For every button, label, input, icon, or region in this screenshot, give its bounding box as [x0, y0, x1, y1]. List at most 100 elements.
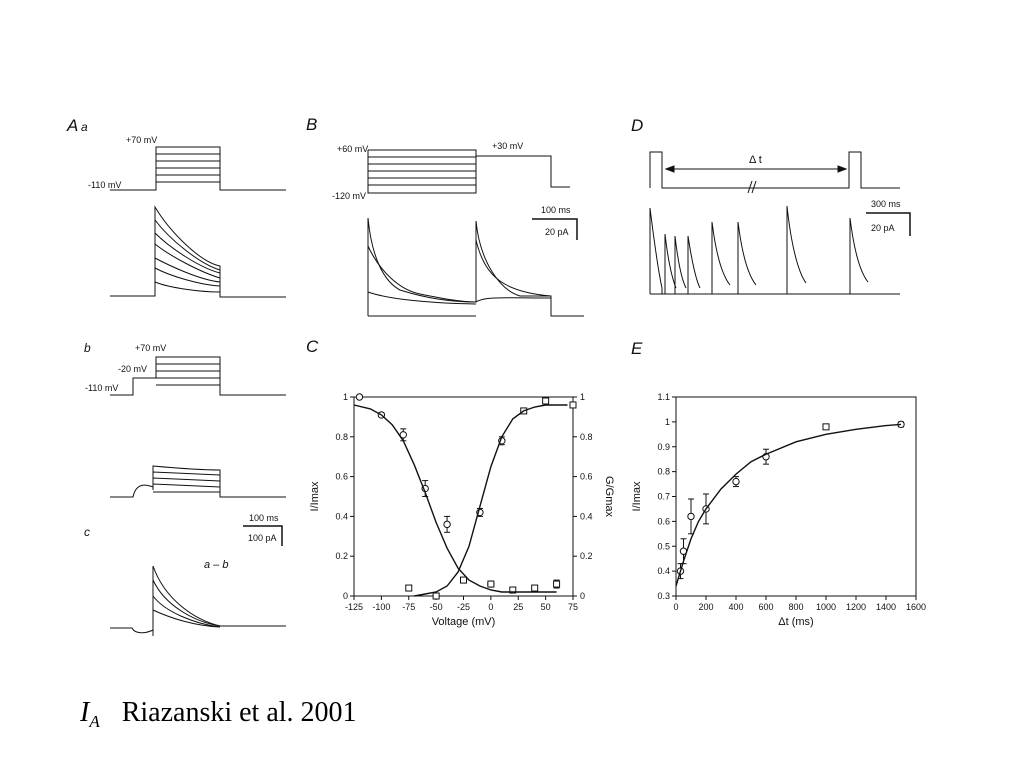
data-point-square [405, 584, 413, 592]
y2-tick-label: 1 [580, 392, 585, 402]
fit-curve-fit [675, 423, 902, 587]
y2-tick-label: 0 [580, 591, 585, 601]
x-axis-label: Voltage (mV) [432, 616, 496, 628]
chart-C: -125 -100 -75 -50 -25 0 25 50 7500.20.40.60.8100… [309, 392, 615, 628]
D-interval-label: Δ t [749, 154, 762, 166]
Ab-voltage-top: +70 mV [135, 343, 166, 353]
x-tick-label: 800 [788, 602, 803, 612]
caption-subscript: A [89, 712, 100, 731]
plot-frame [353, 396, 574, 597]
data-point-circle [443, 520, 451, 529]
x-tick-label: 1400 [876, 602, 896, 612]
panel-B-label: B [306, 115, 317, 134]
panel-Aa-sub: a [81, 120, 88, 134]
data-point-circle [399, 431, 407, 439]
panel-C: C -125 -100 -75 -50 -25 0 25 50 7500.20.40.60.81… [306, 337, 615, 628]
B-current-traces [367, 217, 584, 317]
D-current-traces [649, 205, 900, 295]
y2-tick-label: 0.4 [580, 511, 593, 521]
y2-axis-label: G/Gmax [603, 476, 615, 517]
Ab-scale-bar [243, 525, 283, 546]
caption-symbol: I [80, 697, 90, 728]
data-point-square [822, 423, 830, 431]
panel-Ac: c a – b [84, 525, 286, 636]
Ac-current-traces [110, 565, 286, 636]
y-tick-label: 0.2 [335, 551, 348, 561]
x-tick-label: 600 [758, 602, 773, 612]
data-point-square [553, 580, 561, 588]
D-interval-arrow [664, 165, 848, 194]
panel-Ab-label: b [84, 341, 91, 355]
x-tick-label: -100 [372, 602, 390, 612]
data-point-square [531, 584, 539, 592]
y-tick-label: 1 [343, 392, 348, 402]
Aa-voltage-top: +70 mV [126, 135, 157, 145]
fit-curve-inactivation [353, 404, 557, 593]
D-scale-bar [866, 212, 911, 236]
y-tick-label: 0.8 [657, 467, 670, 477]
B-voltage-step: +30 mV [492, 141, 523, 151]
figure: A a +70 mV -110 mV b +70 mV -20 mV -110 … [66, 115, 926, 636]
y-tick-label: 0 [343, 591, 348, 601]
x-tick-label: 200 [698, 602, 713, 612]
x-tick-label: 0 [488, 602, 493, 612]
y-tick-label: 0.5 [657, 541, 670, 551]
panel-Ab: b +70 mV -20 mV -110 mV 100 ms 100 pA [84, 341, 286, 546]
fit-curve-activation [414, 404, 568, 597]
y-tick-label: 0.6 [335, 472, 348, 482]
data-point-circle [355, 393, 364, 401]
Aa-voltage-base: -110 mV [88, 180, 121, 190]
x-axis-label: Δt (ms) [778, 616, 813, 628]
chart-E: 0 200 400 600 800 1000 1200 1400 1600 0.3 0.4 0.5 0.… [631, 392, 926, 628]
data-point-square [460, 576, 467, 584]
Ab-scale-current: 100 pA [248, 533, 277, 543]
B-voltage-top: +60 mV [337, 144, 368, 154]
Ab-voltage-mid: -20 mV [118, 364, 147, 374]
caption: IA Riazanski et al. 2001 [80, 697, 357, 732]
data-point-square [432, 592, 440, 600]
Ab-current-traces [110, 465, 286, 498]
B-scale-bar [532, 218, 578, 240]
y-tick-label: 0.6 [657, 516, 670, 526]
panel-E: E 0 200 400 600 800 1000 1200 1400 1600 0.3 0.4 0.5… [631, 339, 926, 628]
Aa-step-protocol [110, 146, 286, 191]
panel-C-label: C [306, 337, 319, 356]
y-tick-label: 0.9 [657, 442, 670, 452]
data-point-circle [732, 477, 740, 486]
x-tick-label: 1000 [816, 602, 836, 612]
x-tick-label: 400 [728, 602, 743, 612]
y-tick-label: 1 [665, 417, 670, 427]
x-tick-label: 50 [541, 602, 551, 612]
data-point-square [487, 580, 495, 588]
Aa-current-traces [110, 205, 286, 298]
y-axis-label: I/Imax [309, 481, 321, 511]
caption-citation: Riazanski et al. 2001 [121, 697, 357, 728]
Ac-annotation: a – b [204, 559, 228, 571]
B-scale-current: 20 pA [545, 227, 569, 237]
D-scale-time: 300 ms [871, 199, 901, 209]
Ab-voltage-base: -110 mV [85, 383, 118, 393]
panel-B: B +60 mV -120 mV +30 mV 100 ms 20 pA [306, 115, 584, 317]
B-voltage-base: -120 mV [332, 191, 366, 201]
B-scale-time: 100 ms [541, 205, 571, 215]
panel-Aa: A a +70 mV -110 mV [66, 116, 286, 298]
x-tick-label: 1600 [906, 602, 926, 612]
data-point-square [542, 397, 550, 405]
x-tick-label: -25 [457, 602, 470, 612]
x-tick-label: -50 [430, 602, 443, 612]
data-point-circle [687, 512, 695, 521]
y2-tick-label: 0.8 [580, 432, 593, 442]
y-tick-label: 0.3 [657, 591, 670, 601]
x-tick-label: -75 [402, 602, 415, 612]
D-scale-current: 20 pA [871, 223, 895, 233]
y-tick-label: 0.4 [657, 566, 670, 576]
x-tick-label: 25 [513, 602, 523, 612]
x-tick-label: 0 [673, 602, 678, 612]
D-pulse-protocol [649, 151, 900, 189]
y2-tick-label: 0.6 [580, 472, 593, 482]
y-tick-label: 1.1 [657, 392, 670, 402]
y2-tick-label: 0.2 [580, 551, 593, 561]
panel-D: D Δ t 300 ms 20 pA [631, 116, 911, 295]
panel-Ac-label: c [84, 525, 90, 539]
